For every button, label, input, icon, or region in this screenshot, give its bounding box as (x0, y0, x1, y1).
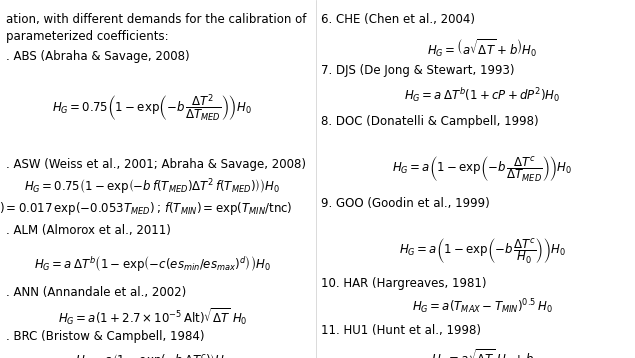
Text: $_{MED}) = 0.017\,\mathrm{exp}(-0.053T_{MED})\,;\,f(T_{MIN}) = \mathrm{exp}(T_{M: $_{MED}) = 0.017\,\mathrm{exp}(-0.053T_{… (0, 200, 293, 217)
Text: $H_G = a\left(1 - \mathrm{exp}\left(-b\,\Delta T^c\right)\right)H_0$: $H_G = a\left(1 - \mathrm{exp}\left(-b\,… (75, 352, 230, 358)
Text: ation, with different demands for the calibration of: ation, with different demands for the ca… (6, 13, 307, 25)
Text: $H_G = 0.75\left(1 - \mathrm{exp}\left(-b\,\dfrac{\Delta T^2}{\Delta T_{MED}}\ri: $H_G = 0.75\left(1 - \mathrm{exp}\left(-… (53, 93, 252, 125)
Text: 6. CHE (Chen et al., 2004): 6. CHE (Chen et al., 2004) (321, 13, 475, 25)
Text: 10. HAR (Hargreaves, 1981): 10. HAR (Hargreaves, 1981) (321, 277, 486, 290)
Text: $H_G = a\sqrt{\Delta T}\;H_0 + b$: $H_G = a\sqrt{\Delta T}\;H_0 + b$ (431, 347, 534, 358)
Text: . ABS (Abraha & Savage, 2008): . ABS (Abraha & Savage, 2008) (6, 50, 190, 63)
Text: $H_G = a\left(1 - \mathrm{exp}\left(-b\,\dfrac{\Delta T^c}{\Delta T_{MED}}\right: $H_G = a\left(1 - \mathrm{exp}\left(-b\,… (392, 154, 573, 183)
Text: . ASW (Weiss et al., 2001; Abraha & Savage, 2008): . ASW (Weiss et al., 2001; Abraha & Sava… (6, 158, 306, 170)
Text: $H_G = 0.75\left(1-\mathrm{exp}\left(-b\,f(T_{MED})\Delta T^2\,f(T_{MED})\right): $H_G = 0.75\left(1-\mathrm{exp}\left(-b\… (24, 177, 281, 197)
Text: . BRC (Bristow & Campbell, 1984): . BRC (Bristow & Campbell, 1984) (6, 330, 205, 343)
Text: 11. HU1 (Hunt et al., 1998): 11. HU1 (Hunt et al., 1998) (321, 324, 481, 337)
Text: $H_G = a\,\Delta T^b\left(1-\mathrm{exp}\left(-c\left(es_{min}/es_{max}\right)^d: $H_G = a\,\Delta T^b\left(1-\mathrm{exp}… (34, 254, 271, 273)
Text: $H_G = a\left(1 - \mathrm{exp}\left(-b\,\dfrac{\Delta T^c}{H_0}\right)\right)H_0: $H_G = a\left(1 - \mathrm{exp}\left(-b\,… (399, 236, 566, 265)
Text: $H_G = a(1 + 2.7\times10^{-5}\,\mathrm{Alt})\sqrt{\Delta T}\;H_0$: $H_G = a(1 + 2.7\times10^{-5}\,\mathrm{A… (58, 306, 247, 327)
Text: 7. DJS (De Jong & Stewart, 1993): 7. DJS (De Jong & Stewart, 1993) (321, 64, 514, 77)
Text: $H_G = a\,\Delta T^b\left(1 + cP + dP^2\right)H_0$: $H_G = a\,\Delta T^b\left(1 + cP + dP^2\… (404, 86, 561, 104)
Text: . ANN (Annandale et al., 2002): . ANN (Annandale et al., 2002) (6, 286, 187, 299)
Text: 8. DOC (Donatelli & Campbell, 1998): 8. DOC (Donatelli & Campbell, 1998) (321, 115, 538, 127)
Text: $H_G = a(T_{MAX} - T_{MIN})^{0.5}\,H_0$: $H_G = a(T_{MAX} - T_{MIN})^{0.5}\,H_0$ (412, 297, 553, 316)
Text: parameterized coefficients:: parameterized coefficients: (6, 30, 169, 43)
Text: . ALM (Almorox et al., 2011): . ALM (Almorox et al., 2011) (6, 224, 171, 237)
Text: 9. GOO (Goodin et al., 1999): 9. GOO (Goodin et al., 1999) (321, 197, 490, 210)
Text: $H_G = \left(a\sqrt{\Delta T} + b\right)H_0$: $H_G = \left(a\sqrt{\Delta T} + b\right)… (427, 38, 538, 59)
